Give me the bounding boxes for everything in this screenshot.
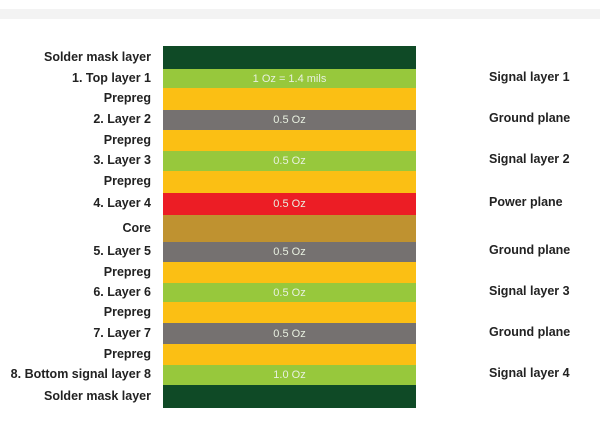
layer-solder-mask-layer [163, 385, 416, 408]
layer-function-label: Ground plane [489, 111, 571, 125]
layer-name-label: Prepreg [103, 346, 151, 361]
layer-name-label: Prepreg [103, 264, 151, 279]
layer-5-layer-5: 0.5 Oz [163, 242, 416, 262]
layer-name-label: 1. Top layer 1 [72, 70, 151, 85]
layer-8-bottom-signal-layer-8: 1.0 Oz [163, 365, 416, 385]
layer-name-label: Prepreg [103, 132, 151, 147]
layer-name-label: 8. Bottom signal layer 8 [10, 367, 151, 381]
layer-prepreg [163, 171, 416, 193]
layer-prepreg [163, 302, 416, 323]
layer-prepreg [163, 88, 416, 110]
layer-function-label: Signal layer 1 [489, 69, 570, 84]
layer-function-label: Signal layer 3 [489, 283, 570, 298]
layer-function-label: Ground plane [489, 243, 571, 257]
layer-name-label: Solder mask layer [43, 388, 151, 403]
layer-name-label: Prepreg [103, 91, 151, 105]
layer-weight-label: 1.0 Oz [273, 369, 306, 381]
layer-weight-label: 0.5 Oz [273, 246, 306, 258]
layer-name-label: 2. Layer 2 [93, 112, 151, 126]
layer-name-label: Prepreg [103, 174, 151, 188]
layer-weight-label: 0.5 Oz [273, 327, 306, 340]
layer-name-label: Solder mask layer [43, 49, 151, 64]
layer-name-label: Core [122, 220, 151, 235]
layer-3-layer-3: 0.5 Oz [163, 151, 416, 171]
layer-weight-label: 0.5 Oz [273, 286, 306, 299]
layer-function-label: Signal layer 4 [489, 366, 570, 380]
layer-name-label: 6. Layer 6 [93, 284, 151, 299]
layer-1-top-layer-1: 1 Oz = 1.4 mils [163, 69, 416, 88]
layer-7-layer-7: 0.5 Oz [163, 323, 416, 344]
layer-solder-mask-layer [163, 46, 416, 69]
layer-prepreg [163, 130, 416, 151]
layer-prepreg [163, 262, 416, 283]
layer-function-label: Ground plane [489, 324, 571, 339]
layer-4-layer-4: 0.5 Oz [163, 193, 416, 215]
top-bar [0, 9, 600, 19]
layer-function-label: Signal layer 2 [489, 152, 570, 166]
layer-2-layer-2: 0.5 Oz [163, 110, 416, 130]
layer-weight-label: 0.5 Oz [273, 114, 306, 126]
layer-weight-label: 1 Oz = 1.4 mils [252, 72, 327, 85]
layer-name-label: 5. Layer 5 [93, 244, 151, 258]
layer-weight-label: 0.5 Oz [273, 198, 306, 210]
layer-core [163, 215, 416, 242]
layer-prepreg [163, 344, 416, 365]
layer-function-label: Power plane [489, 195, 563, 209]
layer-6-layer-6: 0.5 Oz [163, 283, 416, 302]
layer-name-label: 7. Layer 7 [93, 325, 151, 340]
layer-name-label: Prepreg [103, 304, 151, 319]
layer-weight-label: 0.5 Oz [273, 155, 306, 167]
layer-name-label: 4. Layer 4 [93, 196, 151, 210]
layer-name-label: 3. Layer 3 [93, 153, 151, 167]
